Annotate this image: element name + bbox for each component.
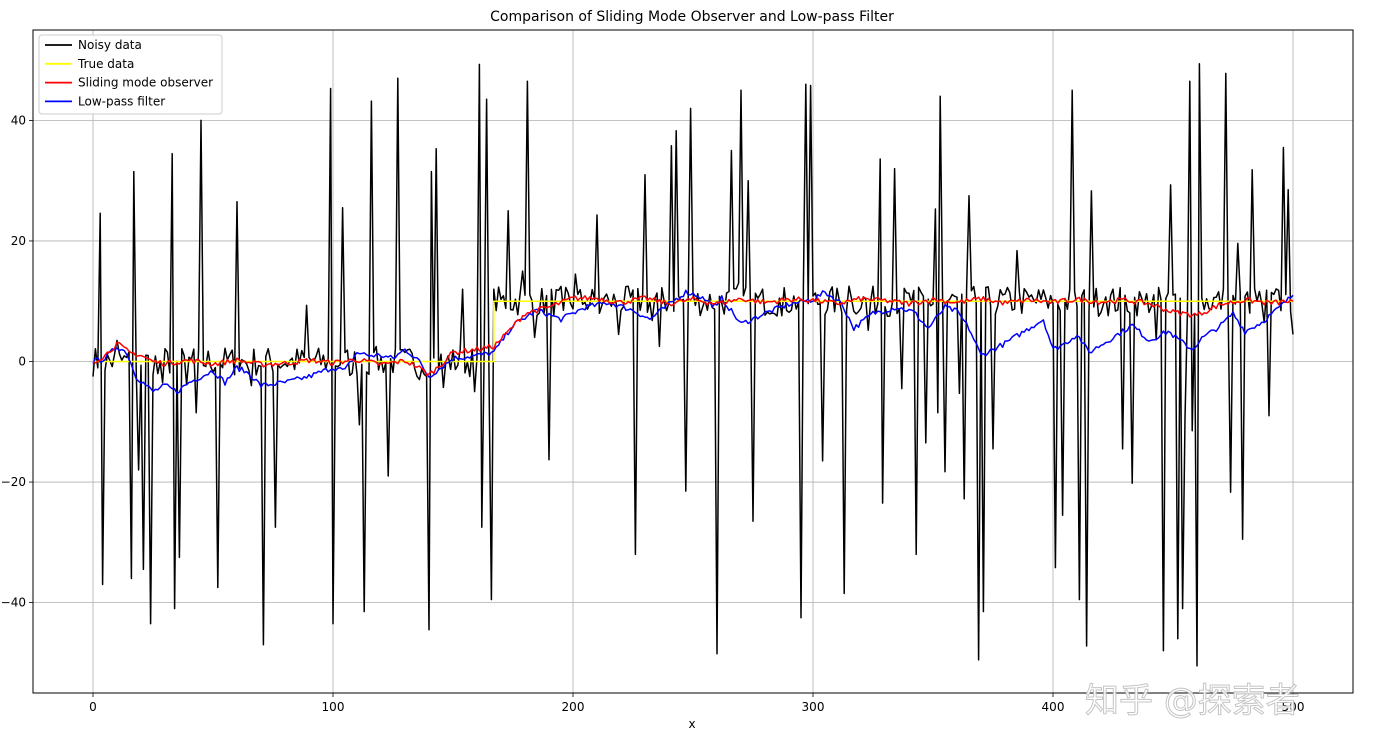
x-tick-label: 300: [802, 700, 825, 714]
series-low-pass-filter: [92, 289, 1294, 395]
legend-label: Low-pass filter: [78, 94, 165, 108]
y-tick-label: 0: [18, 355, 26, 369]
watermark: 知乎 @探索者: [1085, 681, 1300, 721]
legend: Noisy data True data Sliding mode observer…: [38, 34, 223, 115]
x-tick-label: 100: [322, 700, 345, 714]
legend-label: Sliding mode observer: [78, 76, 213, 90]
y-tick-label: −40: [1, 596, 26, 610]
grid: [33, 30, 1353, 693]
y-tick-label: 20: [11, 234, 26, 248]
x-tick-label: 400: [1042, 700, 1065, 714]
legend-box: [38, 34, 223, 115]
x-axis-label: x: [688, 717, 695, 731]
series-layer: [92, 63, 1294, 667]
chart-title: Comparison of Sliding Mode Observer and …: [490, 9, 894, 25]
legend-label: True data: [77, 57, 134, 71]
legend-label: Noisy data: [78, 38, 142, 52]
ticks: 0 100 200 300 400 500 −40 −20 0 20 40: [1, 113, 1305, 714]
x-tick-label: 0: [89, 700, 97, 714]
y-tick-label: −20: [1, 475, 26, 489]
y-tick-label: 40: [11, 113, 26, 127]
series-sliding-mode-observer: [92, 295, 1294, 376]
x-tick-label: 500: [1282, 700, 1305, 714]
x-tick-label: 200: [562, 700, 585, 714]
